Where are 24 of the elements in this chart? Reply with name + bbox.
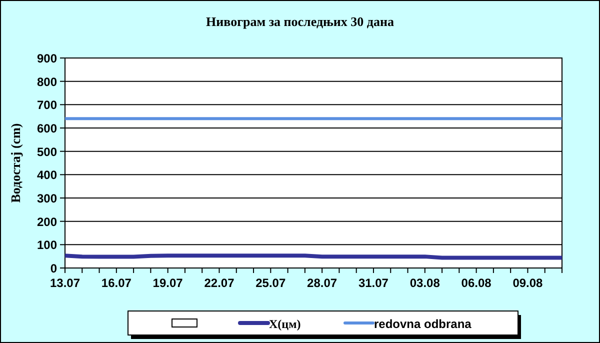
y-tick-label: 600 [36,122,58,136]
y-tick-label: 500 [36,144,58,159]
x-tick-label: 31.07 [358,276,389,290]
x-tick-label: 19.07 [152,276,184,290]
y-tick-label: 700 [36,98,58,112]
y-tick-label: 200 [36,214,58,229]
y-axis-title: Водостај (cm) [8,123,23,203]
y-tick-label: 800 [36,74,58,89]
x-tick-label: 25.07 [256,276,286,290]
x-tick-label: 06.08 [461,276,492,290]
x-tick-label: 09.08 [512,276,544,290]
x-tick-label: 28.07 [307,276,338,290]
y-tick-label: 900 [36,52,58,66]
y-tick-label: 300 [36,192,58,206]
legend-label: redovna odbrana [374,317,472,331]
x-tick-label: 03.08 [410,276,440,290]
x-tick-label: 22.07 [204,276,235,290]
chart-title: Нивограм за последњих 30 дана [206,14,394,29]
x-tick-label: 13.07 [50,276,80,290]
legend-label: X(цм) [269,317,301,331]
y-tick-label: 0 [50,262,58,276]
x-tick-label: 16.07 [101,276,132,290]
y-tick-label: 100 [36,238,58,252]
y-tick-label: 400 [36,168,58,182]
